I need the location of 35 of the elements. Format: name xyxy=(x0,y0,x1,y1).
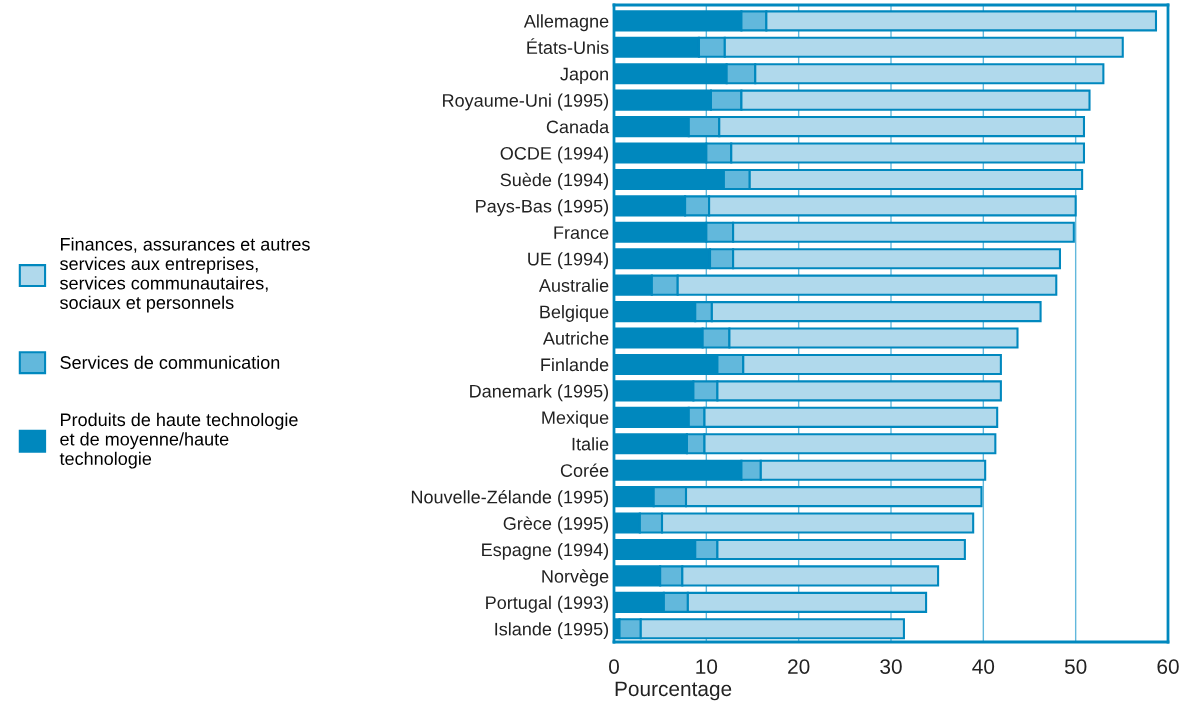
y-tick-label: Islande (1995) xyxy=(495,622,609,640)
legend-label: Produits de haute technologie et de moyenne/haute technologie xyxy=(59,412,298,469)
y-tick-label: Belgique xyxy=(540,305,609,322)
y-tick-label: Royaume-Uni (1995) xyxy=(443,93,609,111)
x-axis-title: Pourcentage xyxy=(615,681,732,701)
y-tick-label: Pays-Bas (1995) xyxy=(476,199,609,217)
y-tick-label: Grèce (1995) xyxy=(503,516,609,534)
x-tick-label: 30 xyxy=(880,659,902,674)
y-tick-label: UE (1994) xyxy=(528,252,609,270)
y-tick-label: Italie xyxy=(572,437,609,451)
y-tick-label: Nouvelle-Zélande (1995) xyxy=(411,489,609,508)
y-tick-label: Suède (1994) xyxy=(500,172,609,190)
y-tick-label: Finlande xyxy=(541,357,609,372)
x-tick-label: 10 xyxy=(696,659,718,674)
y-tick-label: Allemagne xyxy=(523,14,609,32)
y-tick-label: Mexique xyxy=(542,410,609,428)
y-tick-label: Autriche xyxy=(542,331,609,345)
y-tick-label: Australie xyxy=(538,278,609,292)
x-tick-label: 50 xyxy=(1064,659,1087,674)
legend-label: Finances, assurances et autres services aux entreprises, services communautaires, sociaux et personnels xyxy=(60,237,310,313)
x-tick-label: 60 xyxy=(1157,659,1179,674)
x-tick-label: 40 xyxy=(972,659,995,674)
y-tick-label: Portugal (1993) xyxy=(486,595,609,613)
y-tick-label: Canada xyxy=(546,120,610,134)
y-tick-label: Danemark (1995) xyxy=(470,384,609,402)
y-tick-label: Espagne (1994) xyxy=(482,542,609,560)
y-tick-label: OCDE (1994) xyxy=(500,146,609,164)
x-tick-label: 20 xyxy=(788,659,810,674)
y-tick-label: France xyxy=(554,226,609,240)
y-tick-label: Japon xyxy=(560,67,608,85)
y-tick-label: Corée xyxy=(560,463,609,477)
x-tick-label: 0 xyxy=(609,659,619,674)
y-tick-label: Norvège xyxy=(542,569,609,587)
y-tick-label: États-Unis xyxy=(527,38,609,55)
legend-label: Services de communication xyxy=(60,355,280,369)
